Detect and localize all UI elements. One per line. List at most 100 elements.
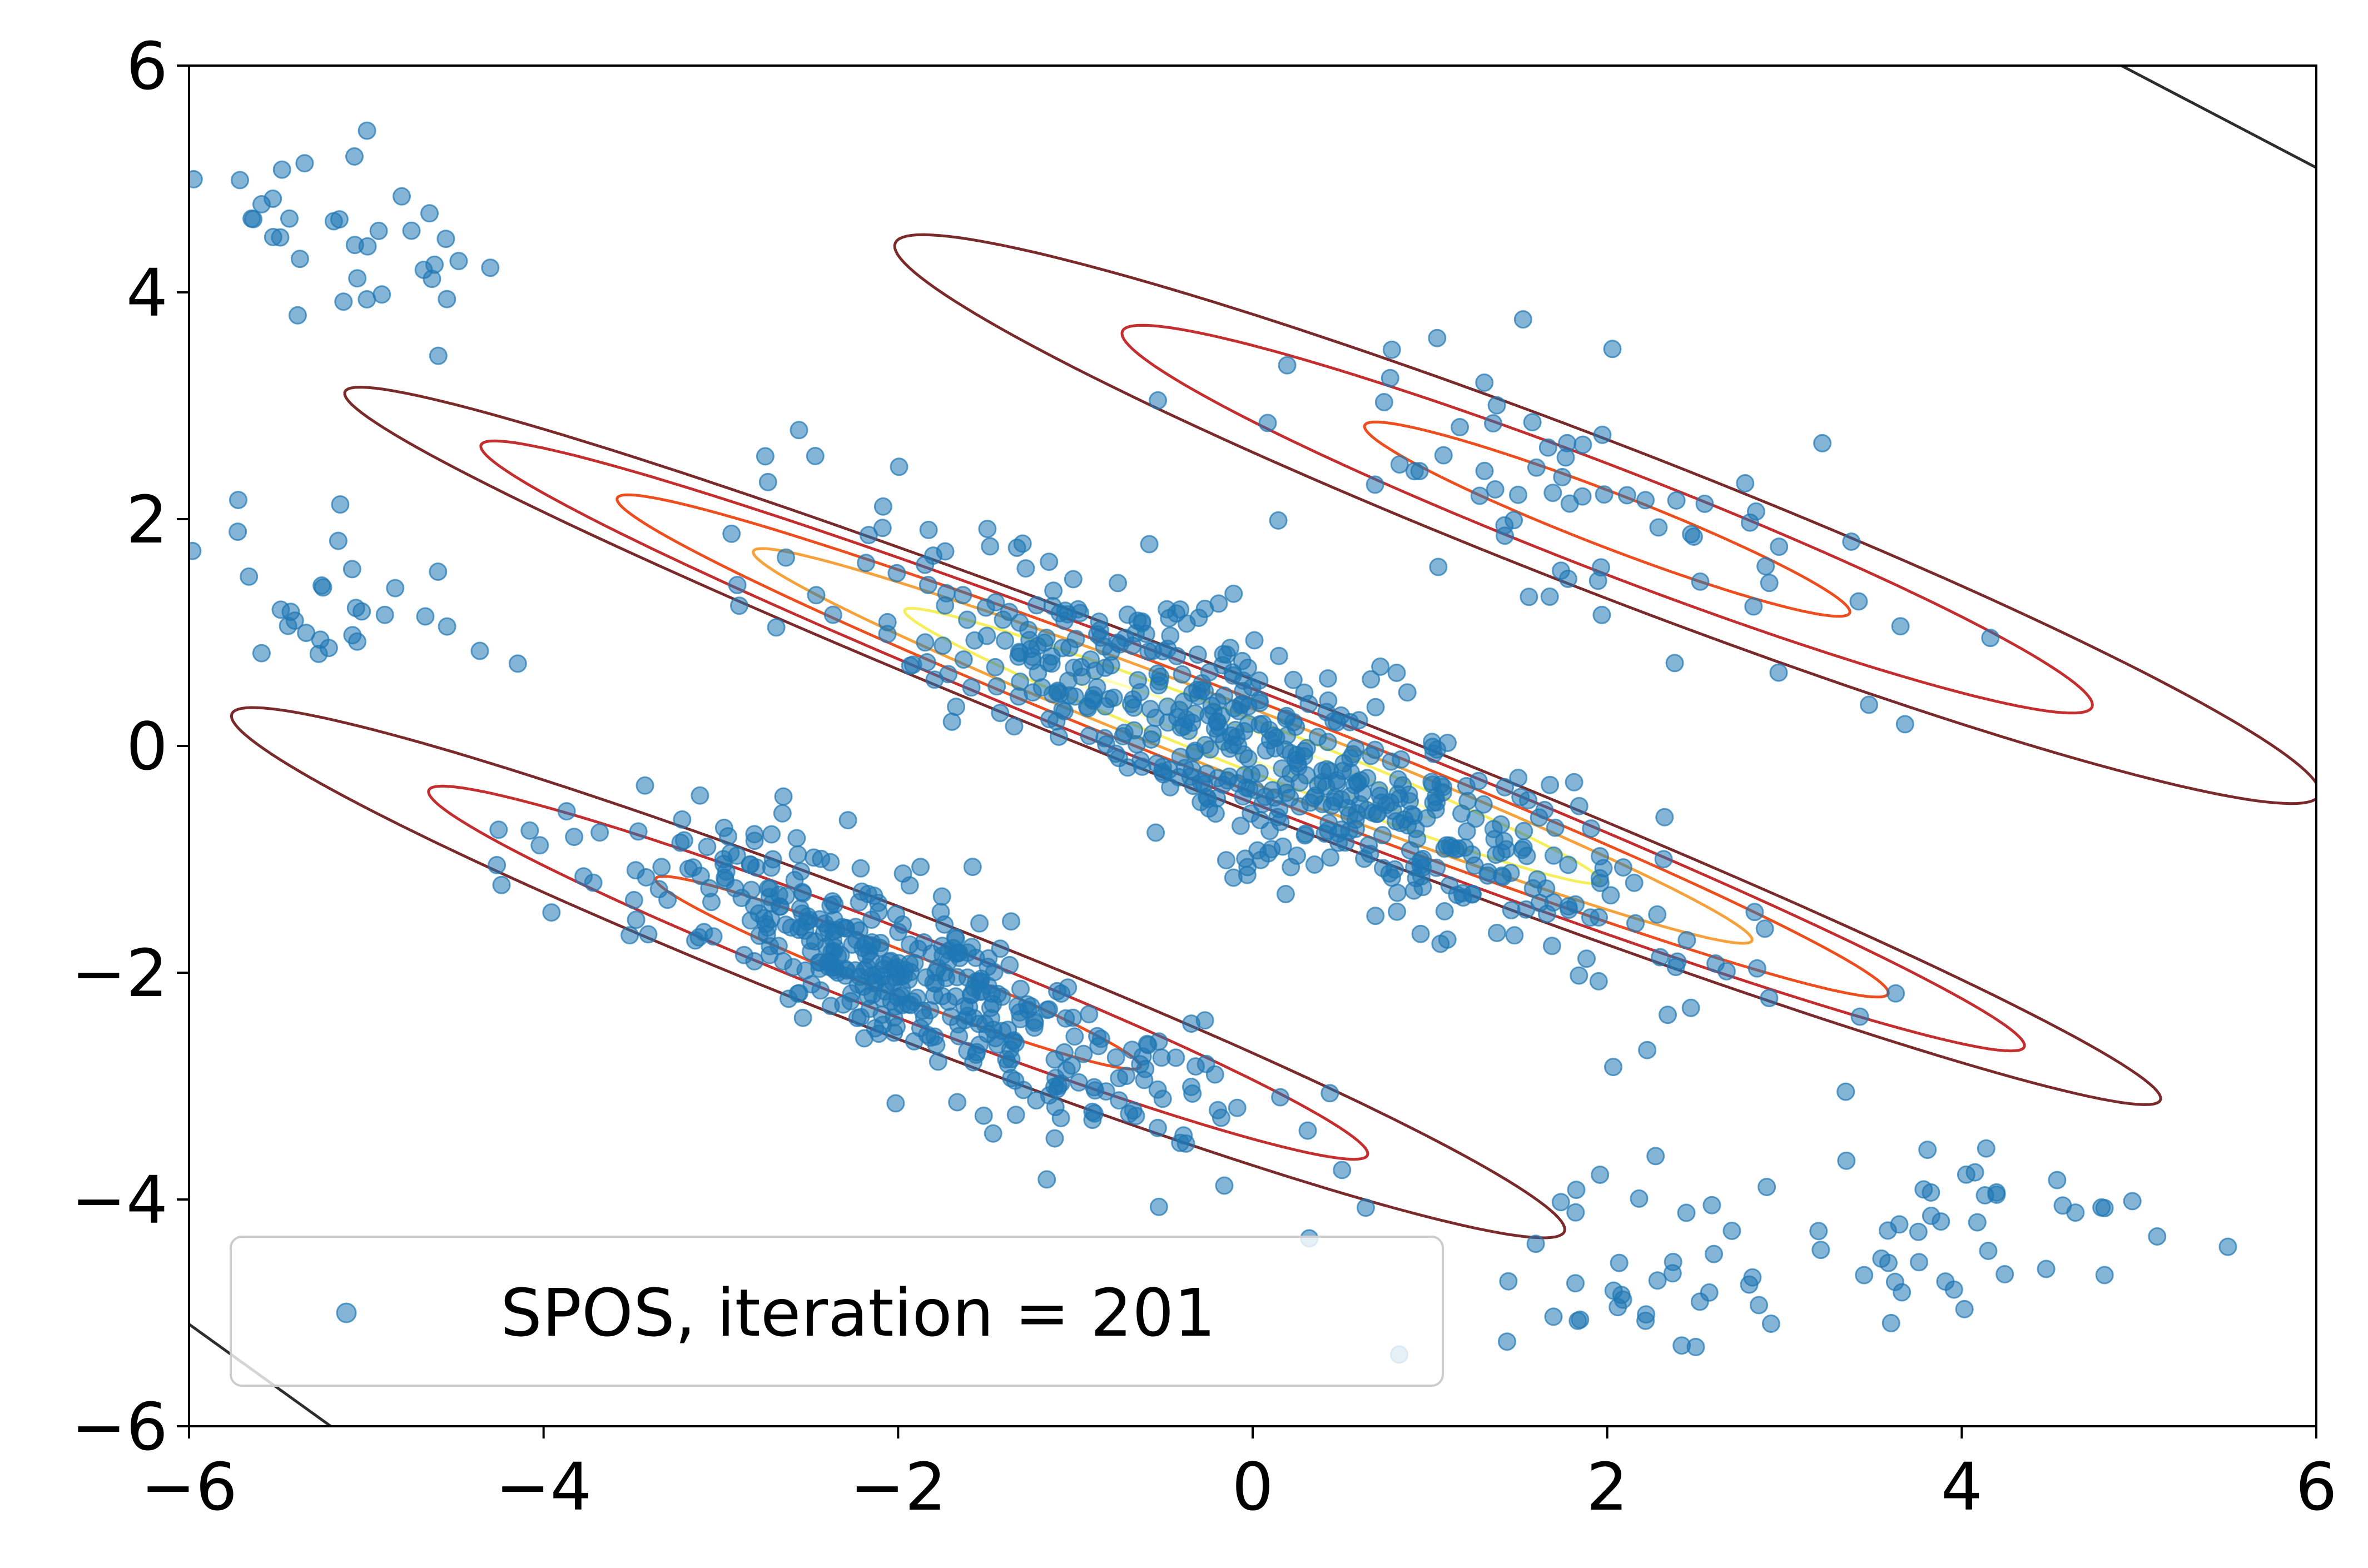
data-point xyxy=(931,903,950,922)
data-point xyxy=(530,836,549,855)
data-point xyxy=(1343,745,1362,764)
data-point xyxy=(965,631,984,650)
data-point xyxy=(369,221,388,240)
data-point xyxy=(1064,570,1083,589)
data-point xyxy=(950,949,969,967)
data-point xyxy=(330,210,349,229)
data-point xyxy=(932,887,951,906)
data-point xyxy=(1301,793,1319,812)
data-point xyxy=(1319,821,1338,840)
x-tick-label: 4 xyxy=(1941,1448,1983,1525)
data-point xyxy=(2048,1171,2067,1189)
data-point xyxy=(791,899,810,918)
data-point xyxy=(992,987,1011,1006)
data-point xyxy=(1080,1005,1099,1024)
data-point xyxy=(1401,841,1419,860)
data-point xyxy=(756,447,775,466)
data-point xyxy=(1434,446,1453,465)
sample-points xyxy=(189,121,2237,1364)
data-point xyxy=(1487,396,1506,415)
data-point xyxy=(1914,1180,1933,1199)
data-point xyxy=(1398,683,1417,702)
data-point xyxy=(1027,596,1046,615)
data-point xyxy=(1955,1300,1974,1318)
data-point xyxy=(1700,1283,1719,1302)
data-point xyxy=(1573,487,1592,506)
data-point xyxy=(762,825,781,844)
data-point xyxy=(942,713,961,731)
data-point xyxy=(1761,1315,1780,1333)
data-point xyxy=(1909,1222,1928,1241)
data-point xyxy=(1882,1313,1900,1332)
data-point xyxy=(1654,850,1673,869)
data-point xyxy=(1228,1098,1247,1117)
data-point xyxy=(741,855,760,874)
data-point xyxy=(722,524,741,543)
x-tick-label: 0 xyxy=(1232,1448,1273,1525)
data-point xyxy=(1544,893,1563,912)
data-point xyxy=(334,292,353,311)
data-point xyxy=(1568,1311,1587,1330)
data-point xyxy=(1011,979,1030,998)
data-point xyxy=(698,838,717,857)
data-point xyxy=(719,827,737,846)
data-point xyxy=(929,1052,947,1071)
contour-line xyxy=(893,233,2316,805)
data-point xyxy=(792,862,811,881)
data-point xyxy=(1544,1307,1563,1326)
data-point xyxy=(1356,1198,1375,1217)
data-point xyxy=(1085,1104,1104,1123)
data-point xyxy=(773,804,792,823)
data-point xyxy=(1553,467,1572,486)
data-point xyxy=(1188,645,1207,664)
data-point xyxy=(1171,748,1190,766)
data-point xyxy=(1140,535,1159,554)
data-point xyxy=(1002,1069,1021,1088)
data-point xyxy=(1591,847,1609,865)
data-point xyxy=(557,802,576,821)
data-point xyxy=(1556,448,1575,467)
data-point xyxy=(1895,715,1914,734)
data-point xyxy=(1053,700,1072,719)
contour-line xyxy=(479,439,2026,1053)
data-point xyxy=(242,209,261,228)
data-point xyxy=(909,939,927,958)
data-point xyxy=(1039,653,1058,672)
data-point xyxy=(1159,713,1178,732)
data-point xyxy=(1124,690,1143,709)
data-point xyxy=(1760,989,1779,1008)
data-point xyxy=(1910,1253,1928,1272)
legend-box xyxy=(230,1236,1444,1387)
data-point xyxy=(652,858,671,877)
data-point xyxy=(1717,962,1736,980)
data-point xyxy=(1229,701,1248,720)
data-point xyxy=(1664,1252,1682,1271)
data-point xyxy=(358,121,376,140)
data-point xyxy=(1601,886,1620,905)
data-point xyxy=(1088,1027,1106,1046)
data-point xyxy=(1010,644,1029,663)
data-point xyxy=(1074,1044,1093,1063)
data-point xyxy=(1540,588,1559,606)
data-point xyxy=(1166,1048,1185,1067)
data-point xyxy=(823,892,842,911)
data-point xyxy=(1224,584,1243,603)
data-point xyxy=(1263,781,1282,800)
data-point xyxy=(1296,824,1315,843)
data-point xyxy=(1681,998,1700,1017)
data-point xyxy=(189,541,202,560)
data-point xyxy=(574,867,593,886)
data-point xyxy=(745,832,764,850)
data-point xyxy=(1484,414,1502,433)
data-point xyxy=(348,632,366,651)
data-point xyxy=(542,903,561,922)
data-point xyxy=(1007,539,1026,557)
data-point xyxy=(1756,557,1775,576)
data-point xyxy=(1648,1271,1667,1290)
data-point xyxy=(796,921,815,940)
data-point xyxy=(976,1015,995,1033)
data-point xyxy=(974,1106,993,1125)
data-point xyxy=(1879,1253,1898,1272)
data-point xyxy=(1000,603,1019,621)
data-point xyxy=(420,204,439,223)
